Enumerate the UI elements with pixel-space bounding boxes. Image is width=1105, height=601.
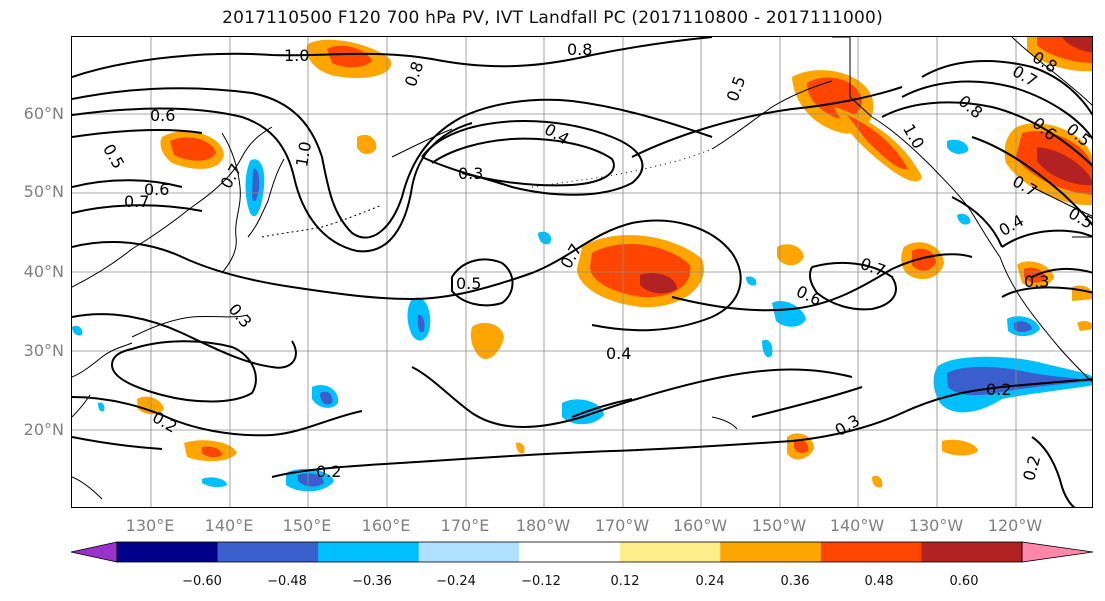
contour-label: 0.8 xyxy=(955,91,987,122)
contour-label: 1.0 xyxy=(899,121,928,153)
colorbar-tick-label: −0.24 xyxy=(436,574,476,589)
colorbar-block xyxy=(217,542,319,562)
contour-label: 1.0 xyxy=(284,46,309,65)
ivt-negative-fill xyxy=(72,139,1092,492)
contour-label: 0.7 xyxy=(858,254,888,281)
colorbar-tick-label: 0.36 xyxy=(780,574,810,589)
contour-label: 0.2 xyxy=(1019,453,1044,483)
colorbar-block xyxy=(519,542,621,562)
colorbar-tick-label: −0.12 xyxy=(521,574,561,589)
map-panel: 1.0 0.8 0.8 0.5 0.6 0.5 0.6 0.7 0.7 1.0 … xyxy=(71,36,1093,508)
lat-label-60n: 60°N xyxy=(23,104,64,123)
contour-label: 0.8 xyxy=(567,40,592,59)
colorbar xyxy=(70,541,1094,563)
contour-label: 0.4 xyxy=(606,344,631,363)
pv-contours xyxy=(72,37,1092,507)
contour-label: 0.2 xyxy=(316,462,341,481)
colorbar-tick-label: 0.60 xyxy=(949,574,979,589)
map-title: 2017110500 F120 700 hPa PV, IVT Landfall… xyxy=(222,8,883,28)
lon-label: 140°W xyxy=(829,516,885,535)
colorbar-block xyxy=(117,542,219,562)
colorbar-block xyxy=(720,542,822,562)
lon-label: 150°E xyxy=(282,516,332,535)
colorbar-outline xyxy=(116,541,1023,563)
contour-label: 0.3 xyxy=(1024,272,1049,291)
colorbar-blocks xyxy=(70,541,1094,563)
lon-label: 160°E xyxy=(361,516,411,535)
contour-label: 0.7 xyxy=(216,160,245,192)
map-canvas: 1.0 0.8 0.8 0.5 0.6 0.5 0.6 0.7 0.7 1.0 … xyxy=(72,37,1093,507)
coastlines xyxy=(72,37,1092,500)
contour-label: 0.6 xyxy=(144,180,169,199)
lon-label: 150°W xyxy=(751,516,807,535)
colorbar-extend-min xyxy=(70,541,118,563)
lon-label: 170°W xyxy=(594,516,650,535)
contour-label: 0.3 xyxy=(225,300,256,332)
contour-label: 0.5 xyxy=(99,141,128,173)
lon-label: 140°E xyxy=(204,516,254,535)
colorbar-extend-max xyxy=(1021,541,1094,563)
colorbar-block xyxy=(418,542,520,562)
lon-label: 130°W xyxy=(908,516,964,535)
contour-label: 0.7 xyxy=(124,192,149,211)
contour-label: 0.6 xyxy=(793,282,824,310)
colorbar-block xyxy=(820,542,922,562)
graticule xyxy=(72,37,1092,507)
lat-label-40n: 40°N xyxy=(23,262,64,281)
colorbar-block xyxy=(318,542,420,562)
colorbar-tick-label: 0.48 xyxy=(864,574,894,589)
lon-label: 180°W xyxy=(515,516,571,535)
contour-label: 0.6 xyxy=(150,106,175,125)
colorbar-tick-label: −0.60 xyxy=(182,574,222,589)
colorbar-tick-label: −0.48 xyxy=(267,574,307,589)
colorbar-tick-label: 0.12 xyxy=(610,574,640,589)
contour-label: 0.5 xyxy=(723,74,750,104)
lon-label: 170°E xyxy=(440,516,490,535)
lon-label: 160°W xyxy=(672,516,728,535)
lon-label: 120°W xyxy=(987,516,1043,535)
contour-label: 0.4 xyxy=(996,211,1028,240)
contour-label: 0.3 xyxy=(458,164,483,183)
contour-label: 0.2 xyxy=(986,380,1011,399)
colorbar-block xyxy=(921,542,1023,562)
lat-label-30n: 30°N xyxy=(23,341,64,360)
ivt-positive-fill xyxy=(137,37,1092,488)
lon-label: 130°E xyxy=(125,516,175,535)
contour-label: 0.8 xyxy=(401,59,428,89)
lat-label-20n: 20°N xyxy=(23,420,64,439)
lat-label-50n: 50°N xyxy=(23,182,64,201)
contour-label: 0.5 xyxy=(1065,203,1093,232)
colorbar-block xyxy=(619,542,721,562)
colorbar-tick-label: 0.24 xyxy=(695,574,725,589)
contour-label: 0.5 xyxy=(456,274,481,293)
colorbar-tick-label: −0.36 xyxy=(352,574,392,589)
contour-label: 1.0 xyxy=(292,140,315,168)
